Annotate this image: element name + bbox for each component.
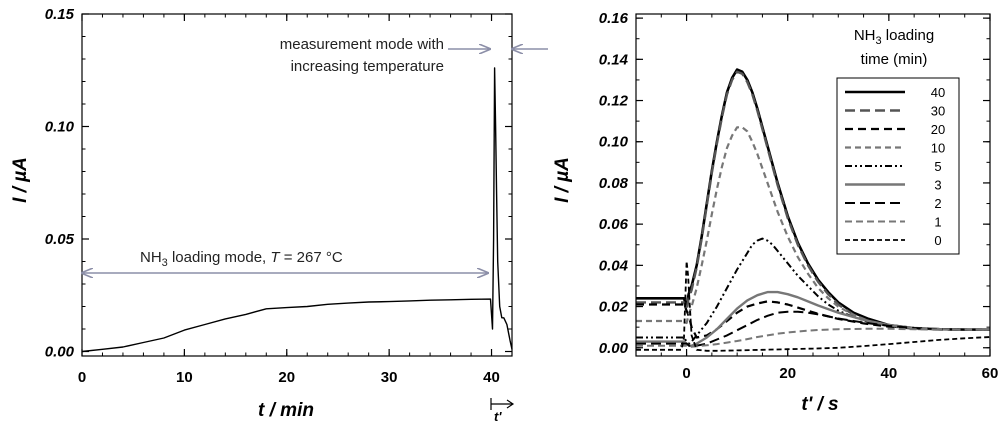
right-y-tick-label: 0.00 [599, 340, 629, 357]
right-series-line-0 [636, 260, 991, 352]
right-y-tick-label: 0.12 [599, 93, 629, 110]
left-x-tick-label: 40 [483, 369, 500, 386]
t-prime-arrowhead [506, 399, 515, 409]
right-y-tick-label: 0.14 [599, 51, 629, 68]
legend-label-40: 40 [931, 85, 945, 100]
left-y-tick-label: 0.10 [45, 119, 75, 136]
right-series-line-2 [636, 310, 990, 347]
legend-label-2: 2 [934, 196, 941, 211]
left-plot-area [81, 13, 513, 357]
t-prime-label: t' [494, 409, 502, 424]
right-x-tick-label: 20 [779, 365, 796, 382]
legend-label-1: 1 [934, 215, 941, 230]
legend-label-3: 3 [934, 178, 941, 193]
right-y-tick-label: 0.02 [599, 299, 629, 316]
right-chart: 0 20 40 600.000.020.040.060.080.100.120.140… [552, 10, 998, 415]
left-x-tick-label: 0 [78, 369, 86, 386]
right-series-line-1 [636, 327, 990, 348]
right-y-tick-label: 0.06 [599, 216, 629, 233]
left-y-tick-label: 0.15 [45, 6, 75, 23]
right-y-tick-label: 0.08 [599, 175, 629, 192]
legend-title-line1: NH3 loading [854, 27, 934, 47]
legend-label-0: 0 [934, 233, 941, 248]
t-prime-arrow [490, 398, 512, 410]
right-x-tick-label: 60 [982, 365, 999, 382]
legend-label-5: 5 [934, 159, 941, 174]
left-x-tick-label: 30 [381, 369, 398, 386]
left-series-line [81, 67, 513, 353]
legend-title-line2: time (min) [861, 51, 928, 68]
measurement-mode-annotation-line2: increasing temperature [291, 58, 444, 75]
right-y-tick-label: 0.10 [599, 134, 629, 151]
legend-label-10: 10 [931, 141, 945, 156]
right-y-tick-label: 0.04 [599, 257, 629, 274]
right-x-tick-label: 0 [682, 365, 690, 382]
right-x-tick-label: 40 [881, 365, 898, 382]
legend-label-20: 20 [931, 122, 945, 137]
left-y-tick-label: 0.00 [45, 344, 75, 361]
left-y-axis-label: I / µA [10, 157, 31, 203]
left-y-tick-label: 0.05 [45, 231, 75, 248]
measurement-mode-annotation-line1: measurement mode with [280, 36, 444, 53]
right-series-line-10 [636, 126, 990, 331]
loading-mode-annotation: NH3 loading mode, T = 267 °C [140, 249, 343, 269]
left-x-tick-label: 20 [278, 369, 295, 386]
right-x-axis-label: t' / s [801, 394, 838, 415]
left-chart: 0 10 20 30 40 0.00 0.05 0.10 0.15 t / min I / µA… [10, 6, 548, 424]
right-y-axis-label: I / µA [552, 157, 573, 203]
right-y-tick-label: 0.16 [599, 10, 629, 27]
legend-box [836, 77, 960, 255]
left-x-axis-label: t / min [258, 400, 314, 421]
left-x-tick-label: 10 [176, 369, 193, 386]
legend-label-30: 30 [931, 104, 945, 119]
right-series-line-20 [636, 300, 990, 339]
